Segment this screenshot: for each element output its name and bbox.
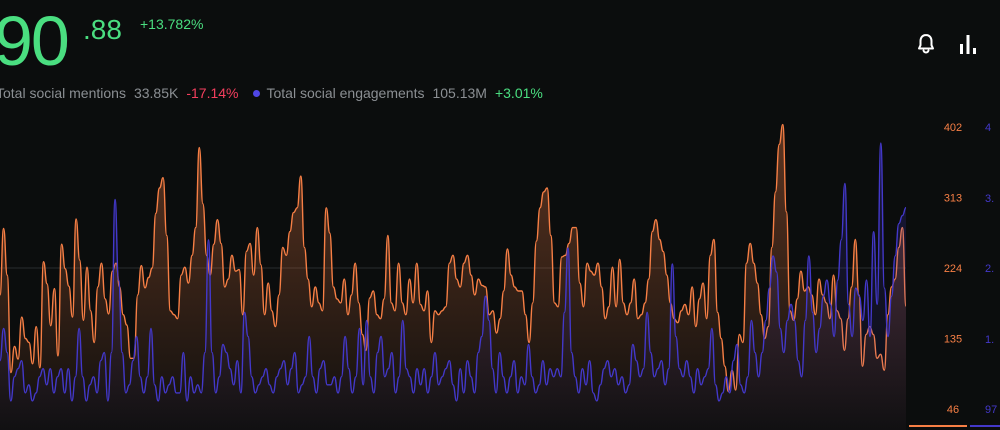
y-right-tick: 1.: [985, 334, 994, 346]
headline-change: +13.782%: [140, 16, 204, 32]
y-right-tick: 2.: [985, 263, 994, 275]
bar-chart-icon[interactable]: [958, 33, 978, 55]
mentions-change: -17.14%: [186, 85, 239, 101]
y-right-tick: 4: [985, 122, 991, 134]
headline-decimal: .88: [83, 14, 122, 45]
headline-value: 90: [0, 2, 70, 80]
metrics-row: Total social mentions 33.85K -17.14% Tot…: [0, 85, 543, 101]
axis-bar-engagements: [970, 425, 1000, 427]
series-line-0: [0, 123, 907, 393]
y-left-tick: 46: [947, 404, 959, 416]
y-left-tick: 313: [944, 193, 962, 205]
header-actions: [916, 33, 978, 55]
engagements-change: +3.01%: [494, 85, 543, 101]
engagements-label: Total social engagements: [266, 85, 425, 101]
engagements-legend-dot: [253, 89, 261, 97]
engagements-value: 105.13M: [432, 85, 487, 101]
y-right-tick: 97: [985, 404, 997, 416]
axis-bar-mentions: [909, 425, 967, 427]
series-line-1: [0, 142, 907, 402]
y-left-tick: 402: [944, 122, 962, 134]
y-left-tick: 135: [944, 334, 962, 346]
mentions-label: Total social mentions: [0, 85, 126, 101]
y-right-tick: 3.: [985, 193, 994, 205]
series-area-1: [0, 143, 906, 430]
mentions-value: 33.85K: [133, 85, 179, 101]
bell-icon[interactable]: [916, 33, 936, 55]
y-left-tick: 224: [944, 263, 962, 275]
